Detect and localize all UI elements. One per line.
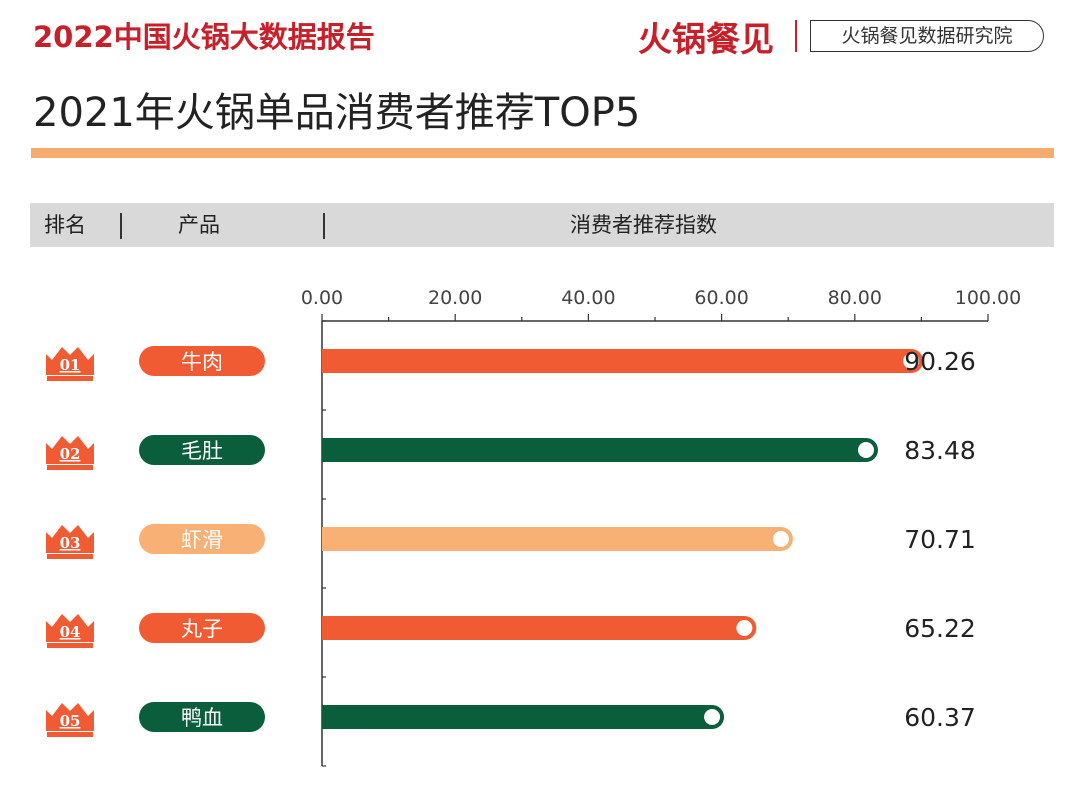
x-tick-label: 100.00 [955, 287, 1021, 309]
bar-end-dot [772, 531, 789, 547]
table-header: 排名 产品 消费者推荐指数 [30, 203, 1054, 247]
product-pill [139, 346, 265, 376]
header-separator [120, 213, 122, 239]
x-tick-label: 80.00 [828, 287, 882, 309]
bar-left-edge [322, 616, 336, 640]
product-pill [139, 524, 265, 554]
x-tick-label: 0.00 [301, 287, 343, 309]
bar-end-dot [704, 709, 721, 725]
rank-label: 03 [60, 534, 81, 552]
value-label: 60.37 [904, 703, 976, 732]
bar [322, 527, 793, 551]
crown-base [47, 554, 93, 559]
product-label: 鸭血 [181, 706, 223, 730]
crown-base [47, 643, 93, 648]
crown-base [47, 465, 93, 470]
bar-end-dot [903, 353, 920, 369]
bar [322, 349, 924, 373]
value-label: 83.48 [904, 436, 976, 465]
value-label: 65.22 [904, 614, 976, 643]
x-tick-label: 40.00 [561, 287, 615, 309]
product-label: 丸子 [181, 617, 223, 641]
bar-left-edge [322, 705, 336, 729]
page-title: 2021年火锅单品消费者推荐TOP5 [33, 90, 641, 136]
institute-label: 火锅餐见数据研究院 [810, 20, 1044, 52]
rank-label: 05 [60, 712, 81, 730]
product-label: 毛肚 [181, 439, 223, 463]
bar-end-dot [857, 442, 874, 458]
value-label: 90.26 [904, 347, 976, 376]
report-title: 2022中国火锅大数据报告 [33, 20, 375, 54]
value-label: 70.71 [904, 525, 976, 554]
product-label: 虾滑 [181, 528, 223, 552]
bar-end-dot [736, 620, 753, 636]
bar [322, 616, 757, 640]
header-product: 产品 [178, 213, 220, 237]
crown-icon [46, 525, 94, 553]
bar [322, 705, 725, 729]
crown-icon [46, 436, 94, 464]
x-tick-label: 20.00 [428, 287, 482, 309]
header-rank: 排名 [44, 213, 86, 237]
bar-left-edge [322, 527, 336, 551]
rank-label: 02 [60, 445, 81, 463]
crown-icon [46, 614, 94, 642]
product-pill [139, 435, 265, 465]
product-pill [139, 702, 265, 732]
bar-left-edge [322, 438, 336, 462]
product-label: 牛肉 [181, 350, 223, 374]
header-separator [323, 213, 325, 239]
brand-divider [795, 20, 797, 52]
accent-bar [31, 148, 1054, 158]
crown-base [47, 376, 93, 381]
bar [322, 438, 878, 462]
rank-label: 01 [60, 356, 81, 374]
crown-base [47, 732, 93, 737]
header-index: 消费者推荐指数 [570, 213, 717, 237]
brand-logo: 火锅餐见 [638, 20, 774, 60]
x-tick-label: 60.00 [694, 287, 748, 309]
bar-left-edge [322, 349, 336, 373]
product-pill [139, 613, 265, 643]
crown-icon [46, 347, 94, 375]
crown-icon [46, 703, 94, 731]
rank-label: 04 [60, 623, 81, 641]
